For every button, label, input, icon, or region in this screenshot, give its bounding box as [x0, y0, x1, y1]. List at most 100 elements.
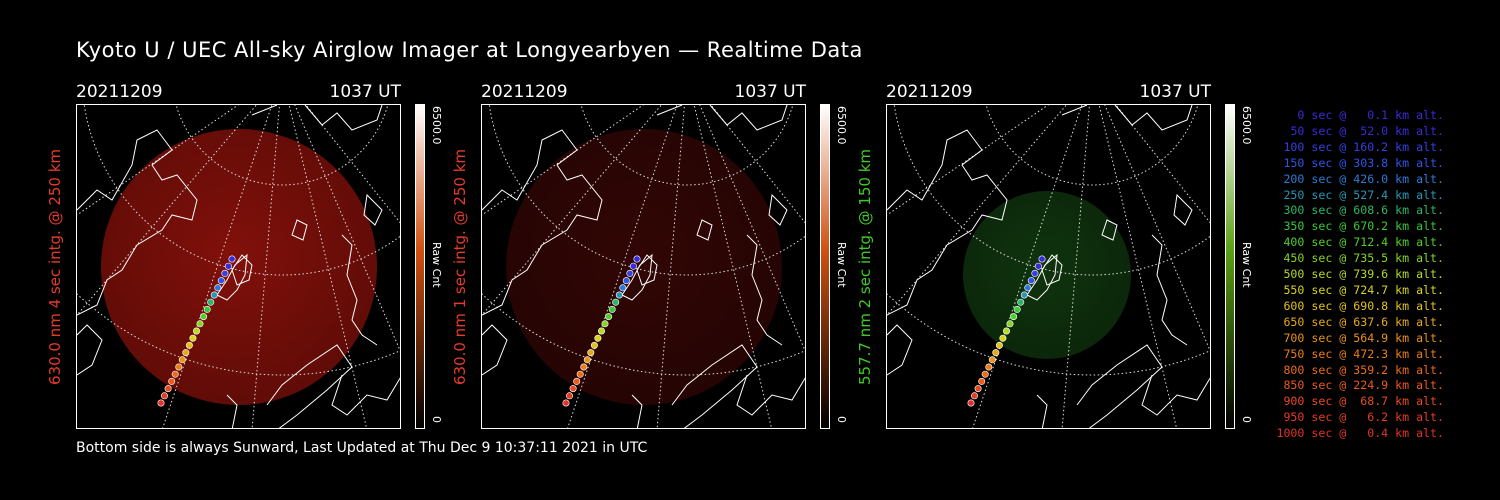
trajectory-point [182, 349, 190, 357]
trajectory-point [164, 385, 172, 393]
longitude-line [482, 105, 663, 316]
trajectory-point [985, 363, 993, 371]
legend-row: 750 sec @ 472.3 km alt. [1283, 346, 1444, 361]
legend-row: 850 sec @ 224.9 km alt. [1283, 378, 1444, 393]
legend-row: 650 sec @ 637.6 km alt. [1283, 314, 1444, 329]
colorbar-unit-label: Raw Cnt [1240, 242, 1253, 288]
trajectory-point [210, 291, 218, 299]
colorbar-min-label: 0 [1240, 416, 1253, 423]
colorbar [415, 104, 425, 429]
allsky-map-svg [77, 105, 400, 428]
airglow-disk [963, 191, 1131, 359]
longitude-line [693, 105, 773, 428]
legend-row: 250 sec @ 527.4 km alt. [1283, 187, 1444, 202]
trajectory-point [1020, 291, 1028, 299]
longitude-line [1098, 105, 1178, 428]
colorbar-max-label: 6500.0 [430, 106, 443, 145]
trajectory-point [1010, 313, 1018, 321]
coastline [216, 253, 248, 301]
longitude-line [77, 105, 258, 316]
colorbar-labels: 6500.0 Raw Cnt 0 [1239, 104, 1261, 429]
trajectory-point [612, 298, 620, 306]
colorbar-max-label: 6500.0 [1240, 106, 1253, 145]
panel-date: 20211209 [886, 82, 973, 102]
coastline [1026, 253, 1058, 301]
trajectory-point [185, 341, 193, 349]
coastline [671, 344, 758, 428]
trajectory-point [583, 356, 591, 364]
longitude-line [77, 105, 239, 216]
trajectory-point [608, 305, 616, 313]
coastline [77, 324, 103, 376]
trajectory-point [1027, 277, 1035, 285]
trajectory-point [178, 356, 186, 364]
coastline [621, 253, 653, 301]
trajectory-point [569, 385, 577, 393]
longitude-line [972, 105, 1083, 428]
coastline [636, 254, 658, 286]
latitude-circle [985, 105, 1199, 186]
trajectory-point [981, 370, 989, 378]
trajectory-point [157, 399, 165, 407]
coastline [768, 193, 788, 226]
legend-row: 50 sec @ 52.0 km alt. [1290, 123, 1444, 138]
trajectory-point [999, 334, 1007, 342]
colorbar-max-label: 6500.0 [835, 106, 848, 145]
legend-row: 500 sec @ 739.6 km alt. [1283, 267, 1444, 282]
page-title: Kyoto U / UEC All-sky Airglow Imager at … [76, 38, 863, 62]
trajectory-point [629, 262, 637, 270]
longitude-line [251, 105, 280, 428]
coastline [746, 234, 783, 346]
longitude-line [699, 105, 805, 352]
trajectory-point [175, 363, 183, 371]
legend-row: 950 sec @ 6.2 km alt. [1283, 410, 1444, 425]
coastline [291, 219, 308, 241]
update-footer: Bottom side is always Sunward, Last Upda… [76, 440, 648, 456]
legend-row: 200 sec @ 426.0 km alt. [1283, 171, 1444, 186]
coastline [482, 324, 508, 376]
airglow-disk [506, 129, 782, 405]
coastline [631, 394, 643, 428]
trajectory-point [615, 291, 623, 299]
legend-row: 1000 sec @ 0.4 km alt. [1276, 426, 1444, 441]
trajectory-point [214, 284, 222, 292]
trajectory-point [992, 349, 1000, 357]
trajectory-point [573, 377, 581, 385]
trajectory-altitude-legend: 0 sec @ 0.1 km alt. 50 sec @ 52.0 km alt.… [1262, 108, 1444, 442]
coastline [887, 324, 913, 376]
coastline [77, 129, 198, 316]
panel-date: 20211209 [76, 82, 163, 102]
trajectory-point [594, 334, 602, 342]
longitude-line [1104, 105, 1210, 352]
image-panel-1: 20211209 1037 UT 630.0 nm 4 sec intg. @ … [46, 82, 476, 432]
trajectory-point [619, 284, 627, 292]
coastline [1151, 234, 1188, 346]
coastline [887, 129, 1008, 316]
colorbar-min-label: 0 [835, 416, 848, 423]
legend-row: 550 sec @ 724.7 km alt. [1283, 282, 1444, 297]
wavelength-label: 630.0 nm 1 sec intg. @ 250 km [451, 148, 469, 385]
trajectory-point [217, 277, 225, 285]
allsky-image [481, 104, 806, 429]
longitude-line [482, 105, 644, 216]
trajectory-point [601, 320, 609, 328]
coastline [331, 374, 400, 416]
panel-time: 1037 UT [329, 82, 402, 102]
allsky-image [886, 104, 1211, 429]
trajectory-point [224, 262, 232, 270]
image-panel-2: 20211209 1037 UT 630.0 nm 1 sec intg. @ … [451, 82, 881, 432]
legend-row: 350 sec @ 670.2 km alt. [1283, 219, 1444, 234]
wavelength-label: 630.0 nm 4 sec intg. @ 250 km [46, 148, 64, 385]
trajectory-point [971, 392, 979, 400]
coastline [341, 234, 378, 346]
coastline [1101, 219, 1118, 241]
legend-row: 400 sec @ 712.4 km alt. [1283, 235, 1444, 250]
colorbar [1225, 104, 1235, 429]
legend-row: 900 sec @ 68.7 km alt. [1283, 394, 1444, 409]
longitude-line [1061, 105, 1090, 428]
longitude-line [162, 105, 273, 428]
trajectory-point [1038, 255, 1046, 263]
trajectory-point [189, 334, 197, 342]
coastline [1141, 374, 1210, 416]
image-panel-3: 20211209 1037 UT 557.7 nm 2 sec intg. @ … [856, 82, 1286, 432]
